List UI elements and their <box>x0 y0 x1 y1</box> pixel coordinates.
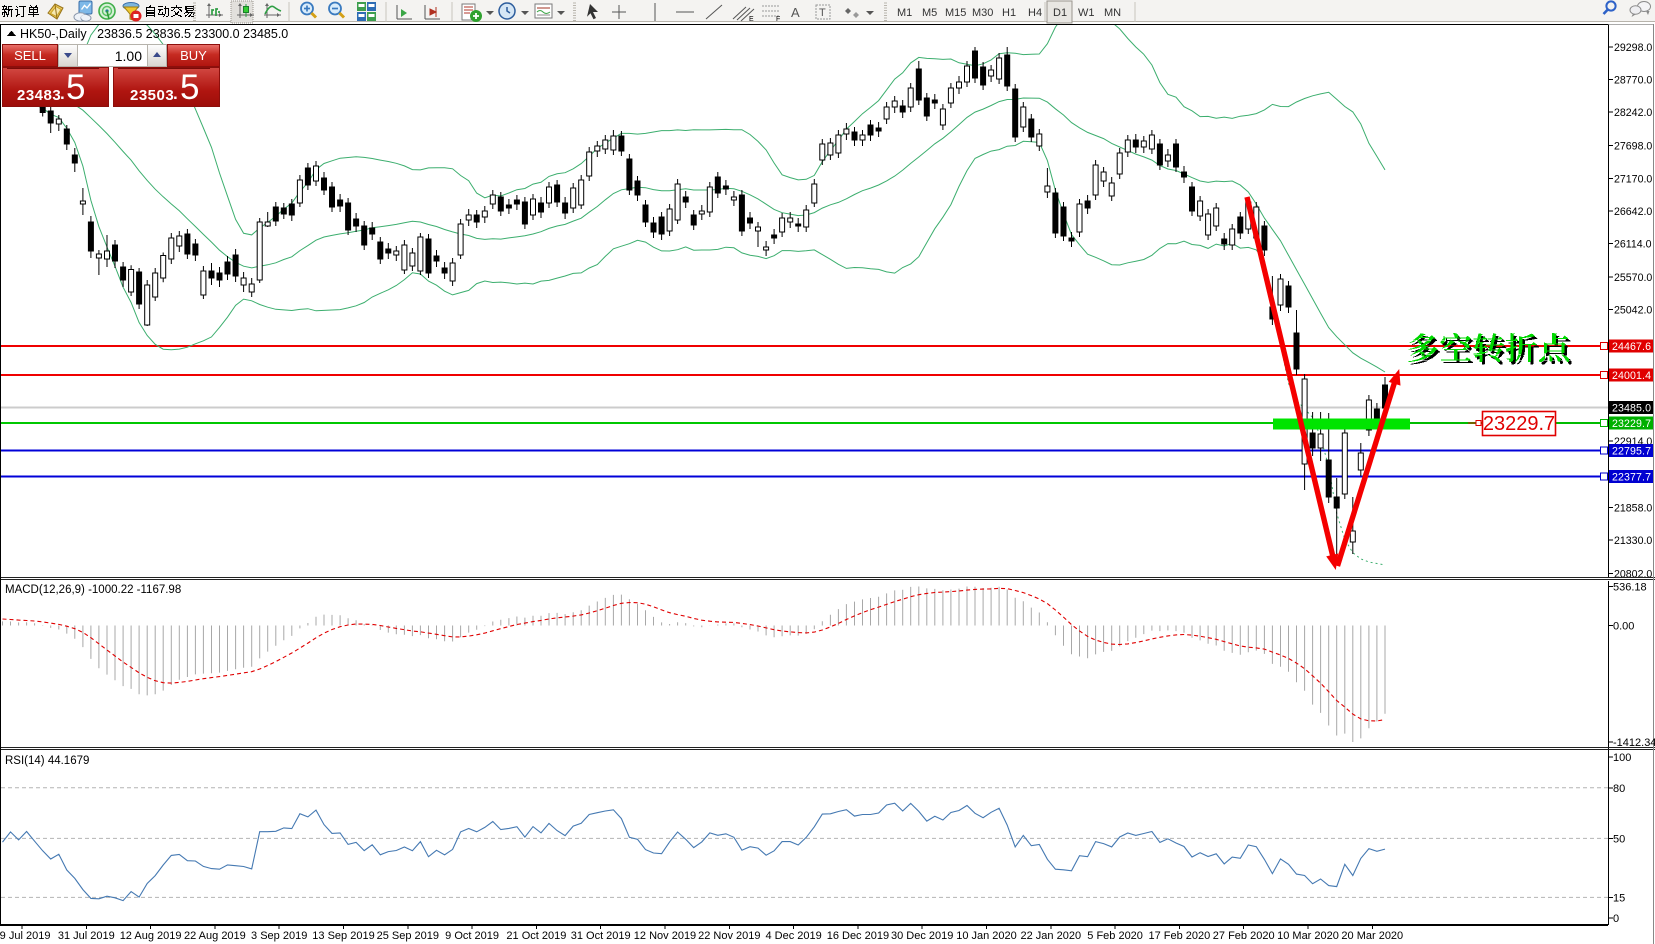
svg-text:RSI(14) 44.1679: RSI(14) 44.1679 <box>5 755 89 767</box>
svg-text:50: 50 <box>1613 833 1625 845</box>
svg-text:25042.0: 25042.0 <box>1614 305 1652 317</box>
svg-text:31 Jul 2019: 31 Jul 2019 <box>58 930 115 942</box>
svg-text:27698.0: 27698.0 <box>1614 141 1652 153</box>
svg-text:21 Oct 2019: 21 Oct 2019 <box>506 930 566 942</box>
svg-text:0.00: 0.00 <box>1613 621 1634 633</box>
svg-text:26114.0: 26114.0 <box>1614 239 1652 251</box>
svg-text:M15: M15 <box>945 7 966 19</box>
svg-text:30 Dec 2019: 30 Dec 2019 <box>891 930 953 942</box>
svg-text:20 Mar 2020: 20 Mar 2020 <box>1341 930 1403 942</box>
svg-text:22 Aug 2019: 22 Aug 2019 <box>184 930 246 942</box>
svg-text:0: 0 <box>1613 913 1619 925</box>
svg-text:23485.0: 23485.0 <box>1612 403 1651 415</box>
svg-text:21858.0: 21858.0 <box>1614 503 1652 515</box>
svg-text:9 Oct 2019: 9 Oct 2019 <box>445 930 499 942</box>
svg-text:16 Dec 2019: 16 Dec 2019 <box>827 930 889 942</box>
svg-text:22377.7: 22377.7 <box>1612 472 1651 484</box>
svg-text:D1: D1 <box>1053 7 1067 19</box>
svg-text:E: E <box>749 16 754 23</box>
svg-text:HK50-,Daily 23836.5 23836.5: HK50-,Daily 23836.5 23836.5 23300.0 2348… <box>20 27 288 41</box>
svg-text:H1: H1 <box>1002 7 1016 19</box>
svg-text:100: 100 <box>1613 752 1631 764</box>
svg-text:25 Sep 2019: 25 Sep 2019 <box>377 930 439 942</box>
svg-text:17 Feb 2020: 17 Feb 2020 <box>1149 930 1211 942</box>
svg-text:10 Mar 2020: 10 Mar 2020 <box>1277 930 1339 942</box>
svg-text:5 Feb 2020: 5 Feb 2020 <box>1087 930 1143 942</box>
svg-text:25570.0: 25570.0 <box>1614 272 1652 284</box>
svg-text:4 Dec 2019: 4 Dec 2019 <box>765 930 821 942</box>
svg-text:28770.0: 28770.0 <box>1614 75 1652 87</box>
svg-text:-1412.34: -1412.34 <box>1613 737 1655 749</box>
svg-text:10 Jan 2020: 10 Jan 2020 <box>956 930 1017 942</box>
svg-text:M5: M5 <box>922 7 937 19</box>
svg-text:26642.0: 26642.0 <box>1614 206 1652 218</box>
svg-text:21330.0: 21330.0 <box>1614 535 1652 547</box>
svg-text:W1: W1 <box>1078 7 1095 19</box>
svg-text:T: T <box>819 7 826 19</box>
svg-text:22 Nov 2019: 22 Nov 2019 <box>698 930 760 942</box>
svg-text:M30: M30 <box>972 7 993 19</box>
svg-text:M1: M1 <box>897 7 912 19</box>
svg-text:MACD(12,26,9) -1000.22 -1167.9: MACD(12,26,9) -1000.22 -1167.98 <box>5 584 181 596</box>
svg-text:28242.0: 28242.0 <box>1614 107 1652 119</box>
svg-text:23229.7: 23229.7 <box>1483 413 1555 435</box>
svg-text:31 Oct 2019: 31 Oct 2019 <box>571 930 631 942</box>
svg-text:3 Sep 2019: 3 Sep 2019 <box>251 930 307 942</box>
svg-text:24467.6: 24467.6 <box>1612 341 1651 353</box>
svg-text:22 Jan 2020: 22 Jan 2020 <box>1021 930 1082 942</box>
svg-text:22795.7: 22795.7 <box>1612 446 1651 458</box>
svg-text:29298.0: 29298.0 <box>1614 42 1652 54</box>
svg-text:12 Aug 2019: 12 Aug 2019 <box>120 930 182 942</box>
svg-text:19 Jul 2019: 19 Jul 2019 <box>0 930 50 942</box>
svg-text:H4: H4 <box>1028 7 1042 19</box>
svg-text:27170.0: 27170.0 <box>1614 173 1652 185</box>
svg-text:23229.7: 23229.7 <box>1612 418 1651 430</box>
svg-text:MN: MN <box>1104 7 1121 19</box>
svg-text:27 Feb 2020: 27 Feb 2020 <box>1213 930 1275 942</box>
svg-text:13 Sep 2019: 13 Sep 2019 <box>312 930 374 942</box>
svg-text:15: 15 <box>1613 892 1625 904</box>
svg-text:12 Nov 2019: 12 Nov 2019 <box>634 930 696 942</box>
svg-text:F: F <box>776 16 780 23</box>
svg-text:80: 80 <box>1613 783 1625 795</box>
svg-text:24001.4: 24001.4 <box>1612 370 1651 382</box>
svg-text:A: A <box>791 5 800 20</box>
svg-text:536.18: 536.18 <box>1613 582 1647 594</box>
